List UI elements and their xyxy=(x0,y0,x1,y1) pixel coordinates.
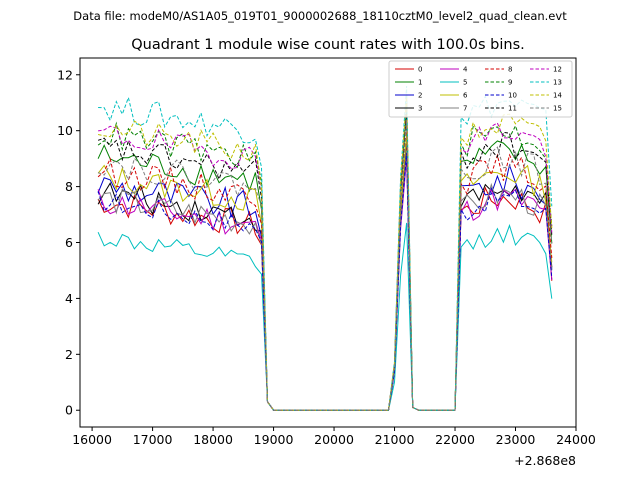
y-axis: 0 2 4 6 8 10 12 xyxy=(57,67,80,418)
legend-label: 0 xyxy=(418,66,422,74)
legend-label: 5 xyxy=(463,79,467,87)
legend-label: 3 xyxy=(418,105,422,113)
y-tick-label: 0 xyxy=(65,403,73,418)
series-line-12 xyxy=(98,97,553,411)
x-tick-label: 17000 xyxy=(133,432,173,447)
x-tick-label: 24000 xyxy=(556,432,596,447)
x-tick-label: 19000 xyxy=(254,432,294,447)
y-tick-label: 12 xyxy=(57,67,73,82)
x-tick-label: 16000 xyxy=(72,432,112,447)
series-line-11 xyxy=(97,113,553,411)
x-axis: 16000 17000 18000 19000 20000 21000 22000 23000… xyxy=(72,427,596,447)
legend-label: 9 xyxy=(508,79,512,87)
legend-frame xyxy=(388,60,573,118)
y-tick-label: 6 xyxy=(65,235,73,250)
legend-label: 1 xyxy=(418,79,422,87)
chart-title: Quadrant 1 module wise count rates with … xyxy=(131,37,525,53)
x-offset-label: +2.868e8 xyxy=(514,453,576,468)
x-tick-label: 22000 xyxy=(435,432,475,447)
legend-label: 13 xyxy=(553,79,562,87)
legend-label: 6 xyxy=(463,92,468,100)
x-tick-label: 18000 xyxy=(193,432,233,447)
legend-label: 10 xyxy=(508,92,517,100)
series-line-2 xyxy=(97,136,553,411)
legend-label: 15 xyxy=(553,105,562,113)
data-file-header: Data file: modeM0/AS1A05_019T01_90000026… xyxy=(73,9,567,23)
legend-label: 11 xyxy=(508,105,517,113)
series-line-8 xyxy=(97,122,553,411)
x-tick-label: 23000 xyxy=(496,432,536,447)
y-tick-label: 10 xyxy=(57,123,73,138)
y-tick-label: 4 xyxy=(65,291,73,306)
series-line-15 xyxy=(97,119,553,411)
series-line-14 xyxy=(97,94,553,411)
y-tick-label: 2 xyxy=(65,347,73,362)
legend-label: 14 xyxy=(553,92,562,100)
x-tick-label: 21000 xyxy=(375,432,415,447)
legend-label: 4 xyxy=(463,66,468,74)
series-line-1 xyxy=(97,108,553,411)
y-tick-label: 8 xyxy=(65,179,73,194)
legend-label: 7 xyxy=(463,105,467,113)
series-line-5 xyxy=(97,222,553,411)
series-lines xyxy=(97,85,553,411)
series-line-0 xyxy=(97,147,553,411)
x-tick-label: 20000 xyxy=(314,432,354,447)
legend-label: 12 xyxy=(553,66,562,74)
legend-label: 2 xyxy=(418,92,422,100)
series-line-10 xyxy=(97,152,553,411)
series-line-13 xyxy=(98,85,553,411)
legend-label: 8 xyxy=(508,66,512,74)
